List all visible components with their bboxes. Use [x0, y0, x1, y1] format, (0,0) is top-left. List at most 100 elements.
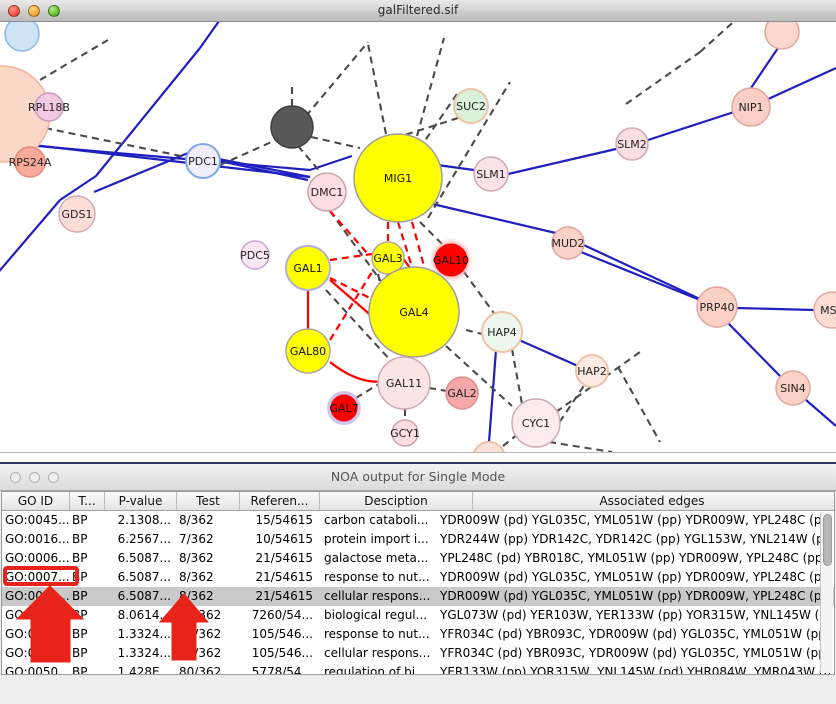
svg-text:GAL1: GAL1 — [293, 262, 322, 275]
table-row[interactable]: GO:0031... BP 1.3324... 11/362 105/546... cel… — [2, 644, 834, 663]
table-row[interactable]: GO:0065... BP 8.0614... 94/362 7260/54... bio… — [2, 606, 834, 625]
svg-text:GAL10: GAL10 — [433, 254, 469, 267]
svg-text:NIP1: NIP1 — [738, 101, 763, 114]
cell-type: BP — [72, 589, 88, 603]
cell-type: BP — [72, 532, 88, 546]
column-header-reference[interactable]: Referen... — [240, 492, 320, 510]
node-GAL80[interactable]: GAL80 — [285, 328, 331, 374]
cell-go-id: GO:0031... — [5, 646, 70, 660]
noa-close-button[interactable] — [10, 472, 21, 483]
svg-text:RPS24A: RPS24A — [9, 156, 52, 169]
minimize-button[interactable] — [28, 5, 40, 17]
results-table: GO ID T... P-value Test Referen... Desci… — [1, 491, 835, 675]
node-CYC1[interactable]: CYC1 — [511, 398, 561, 448]
scrollbar-thumb[interactable] — [823, 514, 832, 566]
noa-minimize-button[interactable] — [29, 472, 40, 483]
table-row[interactable]: GO:0006... BP 6.5087... 8/362 21/54615 galact… — [2, 549, 834, 568]
table-row[interactable]: GO:0045... BP 2.1308... 8/362 15/54615 carbon… — [2, 511, 834, 530]
node-GAL10[interactable]: GAL10 — [429, 238, 473, 282]
noa-zoom-button[interactable] — [48, 472, 59, 483]
node-unlabeled-topright[interactable] — [764, 22, 800, 50]
column-header-test[interactable]: Test — [177, 492, 240, 510]
cell-reference: 21/54615 — [255, 570, 314, 584]
cell-reference: 21/54615 — [255, 589, 314, 603]
node-GCY1[interactable]: GCY1 — [390, 419, 420, 447]
node-HAP4[interactable]: HAP4 — [481, 311, 523, 353]
node-DMC1[interactable]: DMC1 — [307, 172, 347, 212]
table-row[interactable]: GO:0031... BP 6.5087... 8/362 21/54615 cellul… — [2, 587, 834, 606]
column-header-description[interactable]: Desciption — [320, 492, 473, 510]
svg-text:GAL80: GAL80 — [290, 345, 326, 358]
cell-reference: 7260/54... — [251, 608, 313, 622]
node-NIP1[interactable]: NIP1 — [731, 87, 771, 127]
close-button[interactable] — [8, 5, 20, 17]
node-GDS1[interactable]: GDS1 — [58, 195, 96, 233]
node-GAL11[interactable]: GAL11 — [377, 356, 431, 410]
table-vertical-scrollbar[interactable] — [820, 512, 833, 673]
cell-p-value: 2.1308... — [117, 513, 171, 527]
cell-type: BP — [72, 513, 88, 527]
cell-associated-edges: YGL073W (pd) YER103W, YER133W (pp) YOR31… — [440, 608, 830, 622]
node-PDC1[interactable]: PDC1 — [185, 143, 221, 179]
cell-test: 11/362 — [179, 627, 222, 641]
cell-reference: 5778/54... — [251, 665, 313, 674]
cell-description: biological regul... — [324, 608, 428, 622]
node-SLM2[interactable]: SLM2 — [615, 127, 649, 161]
node-unlabeled-topleft[interactable] — [4, 22, 40, 52]
table-row[interactable]: GO:0007... BP 6.5087... 8/362 21/54615 respon… — [2, 568, 834, 587]
cell-description: protein import i... — [324, 532, 429, 546]
svg-text:GAL3: GAL3 — [373, 252, 402, 265]
node-MIG1[interactable]: MIG1 — [353, 133, 443, 223]
column-header-p-value[interactable]: P-value — [105, 492, 177, 510]
table-body[interactable]: GO:0045... BP 2.1308... 8/362 15/54615 carbon… — [2, 511, 834, 674]
node-SIN4[interactable]: SIN4 — [775, 370, 811, 406]
cell-test: 8/362 — [179, 589, 214, 603]
network-graph-svg: RPL18B RPS24A GDS1 PDC1 — [0, 22, 836, 452]
node-SUC2[interactable]: SUC2 — [453, 88, 489, 124]
node-HAP2[interactable]: HAP2 — [575, 354, 609, 388]
node-GAL1[interactable]: GAL1 — [285, 245, 331, 291]
node-MSI[interactable]: MSI — [813, 291, 836, 329]
network-canvas[interactable]: RPL18B RPS24A GDS1 PDC1 — [0, 22, 836, 452]
cell-associated-edges: YFR034C (pd) YBR093C, YDR009W (pd) YGL03… — [440, 627, 830, 641]
svg-text:MUD2: MUD2 — [551, 237, 584, 250]
node-GAL4[interactable]: GAL4 — [368, 266, 460, 358]
svg-text:SLM2: SLM2 — [617, 138, 647, 151]
node-GAL7[interactable]: GAL7 — [327, 391, 361, 425]
svg-text:RPL18B: RPL18B — [28, 101, 70, 114]
noa-titlebar[interactable]: NOA output for Single Mode — [0, 464, 836, 491]
node-SLM1[interactable]: SLM1 — [473, 156, 509, 192]
cell-description: cellular respons... — [324, 589, 431, 603]
node-PDC5[interactable]: PDC5 — [240, 240, 270, 270]
node-RPL18B[interactable]: RPL18B — [28, 92, 70, 122]
node-HAP3[interactable]: HAP3 — [473, 441, 505, 452]
table-row[interactable]: GO:0016... BP 6.2567... 7/362 10/54615 protei… — [2, 530, 834, 549]
table-row[interactable]: GO:0031... BP 1.3324... 11/362 105/546... res… — [2, 625, 834, 644]
cell-type: BP — [72, 570, 88, 584]
node-unlabeled-gray[interactable] — [270, 105, 314, 149]
cell-go-id: GO:0050... — [5, 665, 70, 674]
cell-reference: 105/546... — [251, 646, 313, 660]
node-PRP40[interactable]: PRP40 — [696, 286, 738, 328]
zoom-button[interactable] — [48, 5, 60, 17]
cell-type: BP — [72, 665, 88, 674]
svg-text:GAL7: GAL7 — [329, 402, 358, 415]
cell-go-id: GO:0031... — [5, 589, 70, 603]
cell-type: BP — [72, 627, 88, 641]
table-row[interactable]: GO:0050... BP 1.428E... 80/362 5778/54... reg… — [2, 663, 834, 674]
window-titlebar[interactable]: galFiltered.sif — [0, 0, 836, 22]
svg-text:PDC1: PDC1 — [188, 155, 218, 168]
column-header-associated-edges[interactable]: Associated edges — [599, 494, 705, 508]
node-GAL3[interactable]: GAL3 — [371, 241, 405, 275]
column-header-go-id[interactable]: GO ID — [2, 492, 70, 510]
column-header-type[interactable]: T... — [70, 492, 105, 510]
node-GAL2[interactable]: GAL2 — [445, 376, 479, 410]
node-MUD2[interactable]: MUD2 — [551, 226, 585, 260]
svg-text:PRP40: PRP40 — [700, 301, 735, 314]
cell-p-value: 6.5087... — [117, 589, 171, 603]
svg-text:SUC2: SUC2 — [456, 100, 486, 113]
node-RPS24A[interactable]: RPS24A — [9, 146, 52, 178]
cell-reference: 105/546... — [251, 627, 313, 641]
cell-test: 7/362 — [179, 532, 214, 546]
